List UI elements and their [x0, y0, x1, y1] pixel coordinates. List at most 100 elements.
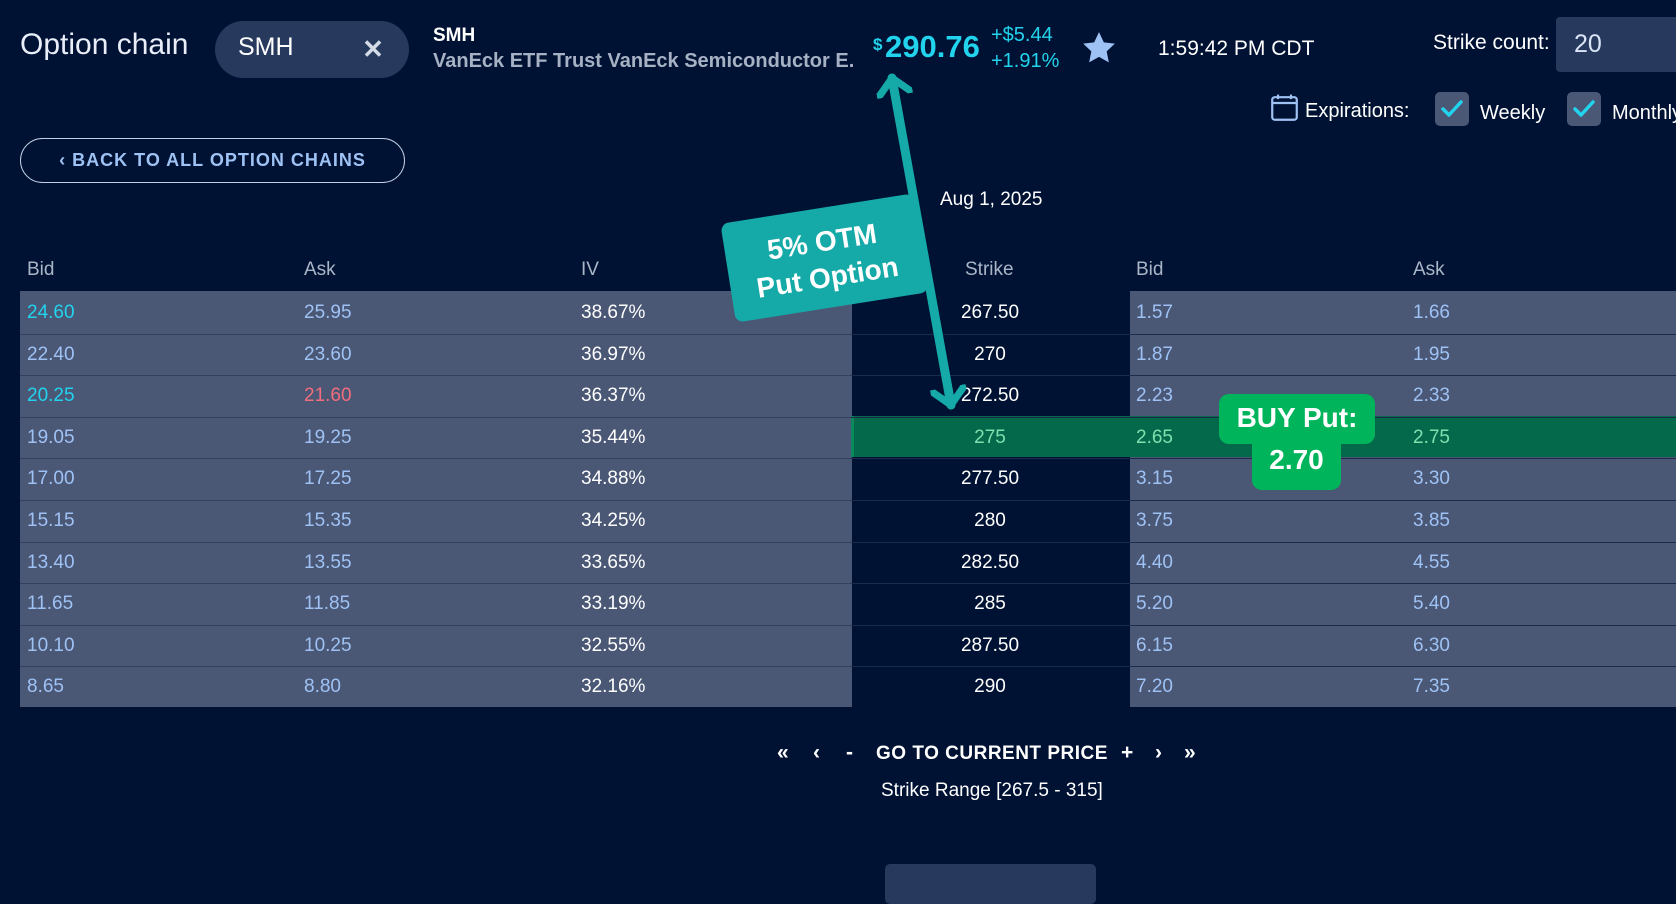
- iv-cell[interactable]: 36.37%: [581, 385, 646, 406]
- symbol-ticker: SMH: [433, 25, 476, 46]
- iv-cell[interactable]: 38.67%: [581, 302, 646, 323]
- row-divider: [20, 375, 852, 376]
- put-bid-cell[interactable]: 1.57: [1136, 302, 1173, 323]
- strike-cell[interactable]: 285: [974, 593, 1006, 614]
- strike-count-select[interactable]: [1556, 17, 1676, 72]
- clear-search-icon[interactable]: ✕: [362, 34, 384, 64]
- call-ask-cell[interactable]: 21.60: [304, 385, 352, 406]
- symbol-search-value[interactable]: SMH: [238, 33, 294, 61]
- first-page-button[interactable]: «: [777, 741, 789, 764]
- call-iv-header: IV: [581, 259, 599, 280]
- annotation-arrow: [0, 73, 1676, 410]
- iv-cell[interactable]: 33.65%: [581, 552, 646, 573]
- call-bid-cell[interactable]: 8.65: [27, 676, 64, 697]
- strike-count-value[interactable]: 20: [1574, 30, 1602, 58]
- symbol-full-name: VanEck ETF Trust VanEck Semiconductor E.…: [433, 50, 853, 72]
- calendar-icon: [1271, 94, 1298, 121]
- highlight-border: [851, 416, 854, 457]
- put-bid-cell[interactable]: 5.20: [1136, 593, 1173, 614]
- row-divider: [20, 583, 852, 584]
- strike-cell[interactable]: 280: [974, 510, 1006, 531]
- last-price: 290.76: [885, 29, 980, 64]
- increase-button[interactable]: +: [1121, 741, 1134, 764]
- calls-panel: [20, 291, 852, 707]
- put-bid-cell[interactable]: 1.87: [1136, 344, 1173, 365]
- call-bid-cell[interactable]: 20.25: [27, 385, 75, 406]
- strike-cell[interactable]: 277.50: [960, 468, 1020, 489]
- call-ask-cell[interactable]: 23.60: [304, 344, 352, 365]
- call-bid-cell[interactable]: 19.05: [27, 427, 75, 448]
- call-ask-cell[interactable]: 11.85: [304, 593, 351, 614]
- put-bid-cell[interactable]: 3.15: [1136, 468, 1173, 489]
- decrease-button[interactable]: -: [846, 741, 853, 764]
- iv-cell[interactable]: 36.97%: [581, 344, 646, 365]
- call-ask-cell[interactable]: 17.25: [304, 468, 352, 489]
- weekly-checkbox[interactable]: [1435, 92, 1469, 126]
- call-ask-header: Ask: [304, 259, 336, 280]
- put-bid-cell[interactable]: 7.20: [1136, 676, 1173, 697]
- row-divider: [851, 666, 1676, 667]
- price-change: +$5.44: [991, 24, 1053, 46]
- expirations-label: Expirations:: [1305, 100, 1410, 122]
- row-divider: [20, 458, 852, 459]
- put-ask-cell[interactable]: 3.85: [1413, 510, 1450, 531]
- strike-cell[interactable]: 282.50: [960, 552, 1020, 573]
- last-page-button[interactable]: »: [1184, 741, 1196, 764]
- strike-cell[interactable]: 270: [974, 344, 1006, 365]
- row-divider: [851, 500, 1676, 501]
- put-bid-cell[interactable]: 3.75: [1136, 510, 1173, 531]
- monthly-checkbox[interactable]: [1567, 92, 1601, 126]
- iv-cell[interactable]: 35.44%: [581, 427, 646, 448]
- put-bid-cell[interactable]: 4.40: [1136, 552, 1173, 573]
- iv-cell[interactable]: 34.25%: [581, 510, 646, 531]
- next-page-button[interactable]: ›: [1155, 741, 1162, 764]
- strike-range: Strike Range [267.5 - 315]: [881, 780, 1103, 801]
- put-bid-cell[interactable]: 2.23: [1136, 385, 1173, 406]
- go-to-current-price-button[interactable]: GO TO CURRENT PRICE: [876, 743, 1108, 764]
- price-currency: $: [873, 35, 883, 54]
- call-ask-cell[interactable]: 15.35: [304, 510, 352, 531]
- strike-cell[interactable]: 287.50: [960, 635, 1020, 656]
- call-bid-cell[interactable]: 11.65: [27, 593, 74, 614]
- put-ask-cell[interactable]: 4.55: [1413, 552, 1450, 573]
- put-bid-header: Bid: [1136, 259, 1164, 280]
- iv-cell[interactable]: 32.55%: [581, 635, 646, 656]
- put-ask-cell[interactable]: 1.95: [1413, 344, 1450, 365]
- call-bid-cell[interactable]: 15.15: [27, 510, 75, 531]
- weekly-label[interactable]: Weekly: [1480, 102, 1546, 124]
- strike-cell[interactable]: 290: [974, 676, 1006, 697]
- prev-page-button[interactable]: ‹: [813, 741, 820, 764]
- call-bid-cell[interactable]: 22.40: [27, 344, 75, 365]
- call-bid-cell[interactable]: 10.10: [27, 635, 75, 656]
- iv-cell[interactable]: 34.88%: [581, 468, 646, 489]
- call-bid-cell[interactable]: 24.60: [27, 302, 75, 323]
- back-to-option-chains-button[interactable]: ‹ BACK TO ALL OPTION CHAINS: [20, 138, 405, 183]
- call-ask-cell[interactable]: 10.25: [304, 635, 352, 656]
- call-ask-cell[interactable]: 25.95: [304, 302, 352, 323]
- monthly-label[interactable]: Monthly: [1612, 102, 1676, 124]
- call-bid-cell[interactable]: 13.40: [27, 552, 75, 573]
- iv-cell[interactable]: 33.19%: [581, 593, 646, 614]
- call-bid-header: Bid: [27, 259, 55, 280]
- put-ask-cell[interactable]: 3.30: [1413, 468, 1450, 489]
- call-ask-cell[interactable]: 8.80: [304, 676, 341, 697]
- price-change-percent: +1.91%: [991, 50, 1060, 72]
- put-ask-cell[interactable]: 7.35: [1413, 676, 1450, 697]
- put-ask-cell[interactable]: 2.75: [1413, 427, 1450, 448]
- call-ask-cell[interactable]: 13.55: [304, 552, 352, 573]
- strike-cell[interactable]: 275: [974, 427, 1006, 448]
- put-ask-cell[interactable]: 1.66: [1413, 302, 1450, 323]
- strike-cell[interactable]: 267.50: [960, 302, 1020, 323]
- call-ask-cell[interactable]: 19.25: [304, 427, 352, 448]
- call-bid-cell[interactable]: 17.00: [27, 468, 75, 489]
- put-bid-cell[interactable]: 6.15: [1136, 635, 1173, 656]
- put-ask-cell[interactable]: 5.40: [1413, 593, 1450, 614]
- iv-cell[interactable]: 32.16%: [581, 676, 646, 697]
- strike-count-label: Strike count:: [1433, 31, 1550, 54]
- strike-cell[interactable]: 272.50: [960, 385, 1020, 406]
- put-ask-cell[interactable]: 2.33: [1413, 385, 1450, 406]
- favorite-star-icon[interactable]: [1079, 28, 1119, 68]
- symbol-search-input[interactable]: [215, 21, 409, 78]
- put-ask-cell[interactable]: 6.30: [1413, 635, 1450, 656]
- put-bid-cell[interactable]: 2.65: [1136, 427, 1173, 448]
